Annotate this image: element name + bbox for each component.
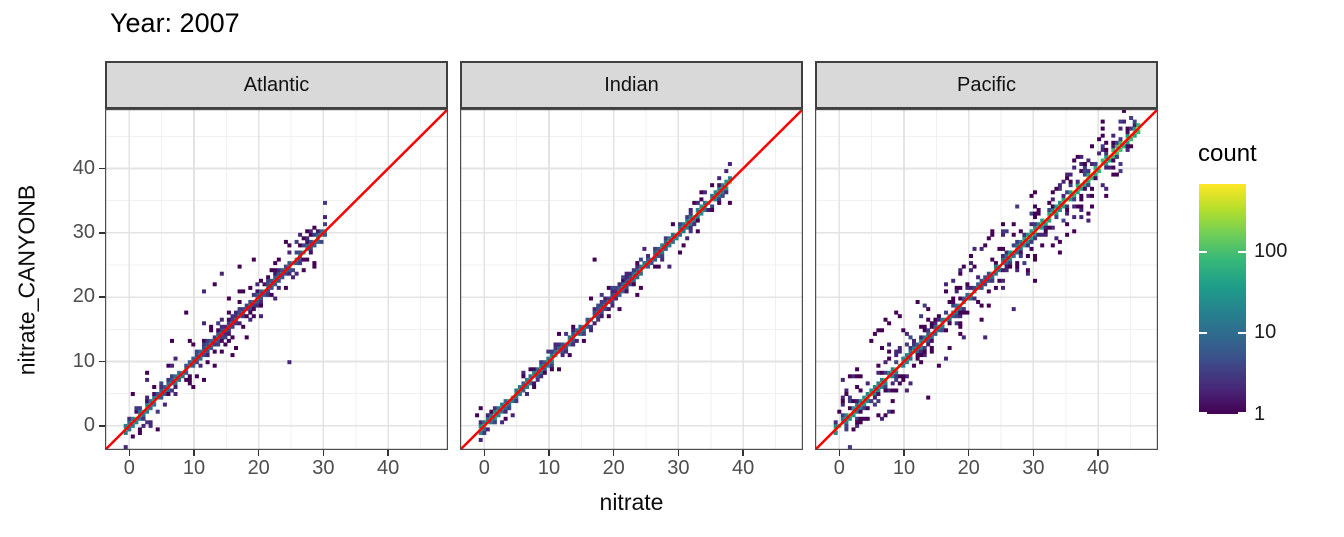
x-tick-mark: [387, 450, 389, 456]
legend-tick-mark: [1199, 250, 1207, 253]
legend-title: count: [1198, 140, 1257, 167]
x-tick-mark: [483, 450, 486, 456]
facet-strip-label: Indian: [604, 73, 659, 96]
facet-strip-atlantic: Atlantic: [105, 61, 448, 109]
legend-tick-mark: [1238, 412, 1246, 414]
y-axis-title: nitrate_CANYONB: [13, 184, 40, 376]
x-tick-mark: [548, 450, 550, 456]
facet-strip-label: Pacific: [957, 73, 1016, 96]
legend-tick-mark: [1238, 332, 1246, 335]
y-tick-label: 30: [72, 220, 95, 243]
facet-atlantic: Atlantic: [105, 61, 448, 450]
x-tick-label: 30: [312, 457, 335, 479]
x-tick-mark: [903, 450, 905, 456]
plot-title: Year: 2007: [110, 8, 240, 38]
x-tick-label: 20: [957, 457, 980, 479]
y-tick-label: 0: [83, 413, 95, 436]
x-tick-mark: [1032, 450, 1035, 456]
x-tick-label: 0: [833, 457, 845, 479]
facet-strip-indian: Indian: [460, 61, 803, 109]
x-tick-label: 40: [377, 457, 400, 479]
x-tick-mark: [838, 450, 841, 456]
panel-atlantic: [105, 109, 448, 450]
legend-tick-mark: [1199, 412, 1207, 414]
x-tick-label: 30: [667, 457, 690, 479]
facet-indian: Indian: [460, 61, 803, 450]
x-tick-mark: [1097, 450, 1099, 456]
x-tick-mark: [742, 450, 744, 456]
legend-tick-mark: [1199, 332, 1207, 335]
x-tick-mark: [322, 450, 325, 456]
x-tick-mark: [677, 450, 680, 456]
y-tick-mark: [99, 360, 105, 363]
x-tick-label: 30: [1022, 457, 1045, 479]
facet-strip-label: Atlantic: [243, 73, 310, 96]
legend-count: count 100 10 1: [1196, 140, 1344, 430]
facet-pacific: Pacific: [815, 61, 1158, 450]
y-tick-mark: [99, 425, 105, 427]
x-tick-label: 40: [1087, 457, 1110, 479]
x-tick-mark: [257, 450, 260, 456]
legend-label: 100: [1254, 239, 1288, 262]
y-tick-mark: [99, 167, 105, 170]
y-tick-mark: [99, 232, 105, 234]
legend-tick-mark: [1238, 250, 1246, 253]
x-tick-label: 10: [182, 457, 206, 479]
x-tick-label: 0: [123, 457, 135, 479]
x-tick-mark: [193, 450, 195, 456]
x-tick-label: 20: [247, 457, 270, 479]
x-tick-label: 40: [732, 457, 755, 479]
x-tick-mark: [128, 450, 131, 456]
legend-label: 1: [1254, 403, 1266, 425]
y-tick-label: 10: [72, 349, 95, 372]
x-tick-label: 10: [537, 457, 561, 479]
y-tick-label: 40: [72, 156, 95, 179]
facet-strip-pacific: Pacific: [815, 61, 1158, 109]
x-tick-label: 0: [478, 457, 490, 479]
x-tick-mark: [967, 450, 970, 456]
y-tick-label: 20: [72, 285, 95, 308]
legend-colorbar: [1199, 184, 1246, 414]
x-tick-mark: [612, 450, 615, 456]
x-axis-title: nitrate: [599, 489, 664, 515]
panel-indian: [460, 109, 803, 450]
x-tick-label: 20: [602, 457, 625, 479]
panel-pacific: [815, 109, 1158, 450]
y-tick-mark: [99, 296, 105, 298]
legend-label: 10: [1254, 321, 1277, 344]
x-tick-label: 10: [892, 457, 916, 479]
